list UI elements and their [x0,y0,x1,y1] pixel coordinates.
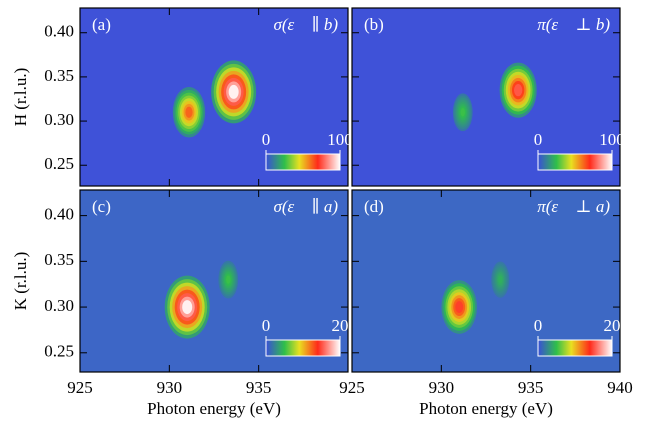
heatmap-peak [455,301,464,314]
x-tick-label: 930 [157,378,183,397]
colorbar-tick-label: 0 [534,316,543,335]
plot-frame [79,189,349,373]
y-tick-label: 0.35 [44,250,74,269]
y-tick-label: 0.40 [44,205,74,224]
heatmap-peak [226,275,231,284]
y-axis-label: K (r.l.u.) [11,252,30,311]
x-axis-label: Photon energy (eV) [419,399,553,418]
heatmap-peak [514,84,523,97]
y-tick-label: 0.30 [44,296,74,315]
x-tick-label: 940 [607,378,633,397]
plot-frame [351,7,621,187]
colorbar-tick-label: 20 [604,316,621,335]
heatmap-peak [498,275,503,284]
colorbar-tick-label: 0 [262,316,271,335]
colorbar-tick-label: 100 [327,130,353,149]
panel-label: (d) [364,197,384,216]
heatmap-layer [452,62,537,132]
x-tick-label: 925 [339,378,365,397]
heatmap-layer [172,60,257,138]
x-tick-label: 935 [518,378,544,397]
heatmap-peak [185,106,193,118]
y-tick-label: 0.25 [44,342,74,361]
x-tick-label: 930 [429,378,455,397]
colorbar [265,339,341,357]
heatmap-peak [228,84,239,99]
heatmap-peak [182,300,193,315]
panel-label: (b) [364,15,384,34]
x-tick-label: 925 [67,378,93,397]
y-tick-label: 0.35 [44,66,74,85]
panel-title: σ(ε⃗ ∥ b) [274,15,339,34]
colorbar-tick-label: 100 [599,130,625,149]
colorbar-tick-label: 0 [534,130,543,149]
panel-label: (a) [92,15,111,34]
x-axis-label: Photon energy (eV) [147,399,281,418]
y-axis-label: H (r.l.u.) [11,68,30,127]
y-tick-label: 0.40 [44,22,74,41]
y-tick-label: 0.30 [44,110,74,129]
panel-label: (c) [92,197,111,216]
colorbar [537,339,613,357]
colorbar-tick-label: 20 [332,316,349,335]
y-tick-label: 0.25 [44,154,74,173]
plot-frame [79,7,349,187]
colorbar [537,153,613,171]
x-tick-label: 935 [246,378,272,397]
heatmap-peak [460,108,465,117]
panel-title: π(ε⃗ ⊥ a) [537,197,610,216]
panel-title: π(ε⃗ ⊥ b) [537,15,610,34]
colorbar [265,153,341,171]
plot-frame [351,189,621,373]
panel-title: σ(ε⃗ ∥ a) [274,197,339,216]
heatmap-layer [441,261,510,334]
heatmap-layer [164,260,239,339]
colorbar-tick-label: 0 [262,130,271,149]
